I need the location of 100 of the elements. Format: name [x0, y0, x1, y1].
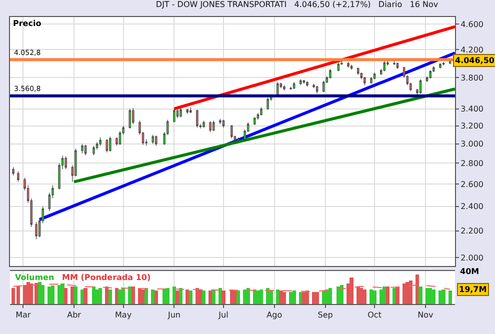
- bar: [442, 289, 446, 304]
- y-tick-label: 2.400: [460, 202, 484, 212]
- bar: [48, 286, 52, 304]
- bar: [243, 289, 247, 304]
- x-tick-label: Mar: [16, 310, 32, 320]
- candlestick: [132, 108, 134, 124]
- bar: [64, 288, 68, 304]
- bar: [108, 289, 112, 304]
- chart-title: DJT - DOW JONES TRANSPORTATI 4.046,50 (+2,17%) Diario 16 Nov: [156, 0, 438, 9]
- y-tick-label: 3.400: [460, 104, 484, 114]
- candlestick: [306, 81, 308, 87]
- candlestick: [329, 68, 332, 79]
- candlestick: [176, 109, 179, 118]
- bar: [151, 289, 155, 304]
- bar: [128, 286, 132, 304]
- candlestick: [373, 72, 376, 80]
- candlestick: [266, 97, 269, 110]
- bar: [105, 286, 109, 304]
- candlestick: [316, 86, 318, 94]
- candlestick: [196, 109, 198, 128]
- bar: [269, 290, 273, 304]
- bar: [131, 286, 135, 304]
- x-tick-label: Ago: [266, 310, 282, 320]
- bar: [98, 288, 102, 304]
- candlestick: [300, 78, 302, 86]
- x-tick-label: Sep: [318, 310, 333, 320]
- bar: [84, 288, 88, 304]
- y-tick-label: 3.200: [460, 122, 484, 131]
- candlestick: [357, 67, 360, 76]
- bar: [154, 290, 158, 304]
- bar: [279, 290, 283, 304]
- bar: [246, 288, 250, 304]
- candlestick: [393, 60, 396, 66]
- candlestick: [230, 124, 233, 139]
- candlestick: [64, 156, 67, 170]
- candlestick: [128, 108, 131, 129]
- bar: [336, 286, 340, 304]
- bar: [432, 289, 436, 304]
- bar: [198, 289, 202, 304]
- bar: [282, 292, 286, 304]
- x-tick-label: Nov: [418, 310, 434, 320]
- annotation: Volumen: [15, 273, 54, 282]
- y-tick-label: 3.000: [460, 140, 484, 149]
- bar: [233, 290, 237, 304]
- bar: [188, 290, 192, 304]
- candlestick: [383, 60, 386, 72]
- bar: [448, 290, 452, 304]
- candlestick: [429, 70, 432, 79]
- bar: [41, 284, 45, 304]
- candlestick: [347, 62, 350, 68]
- bar: [70, 286, 74, 304]
- bar: [288, 292, 293, 304]
- x-tick-label: May: [115, 310, 132, 320]
- candlestick: [254, 116, 256, 126]
- bar: [372, 290, 376, 304]
- bar: [50, 286, 54, 304]
- bar: [22, 284, 27, 304]
- candlestick: [190, 106, 192, 114]
- annotation: MM (Ponderada 10): [62, 273, 151, 282]
- candlestick: [106, 138, 108, 153]
- bar: [302, 292, 306, 304]
- bar: [362, 289, 366, 304]
- candlestick: [439, 63, 442, 69]
- candlestick: [222, 119, 225, 128]
- candlestick: [337, 62, 340, 72]
- candlestick: [322, 80, 325, 92]
- bar: [266, 288, 270, 304]
- bar: [340, 284, 344, 304]
- y-tick-label: 2.600: [460, 180, 484, 189]
- y-tick-label: 3.800: [460, 74, 484, 83]
- x-tick-label: Jul: [218, 310, 228, 320]
- candlestick: [99, 137, 102, 146]
- bar: [202, 290, 206, 304]
- candlestick: [260, 106, 262, 116]
- bar: [186, 289, 190, 304]
- bar: [122, 288, 126, 304]
- candlestick: [84, 144, 87, 156]
- bar: [305, 290, 310, 304]
- text: 40M: [460, 267, 480, 276]
- bar: [292, 290, 296, 304]
- bar: [315, 292, 319, 304]
- candlestick: [283, 84, 286, 91]
- bar: [418, 286, 422, 304]
- candlestick: [109, 136, 112, 152]
- candlestick: [186, 108, 188, 114]
- candlestick: [364, 76, 366, 86]
- bar: [178, 288, 183, 304]
- x-tick-label: Oct: [368, 310, 382, 320]
- bar: [236, 290, 240, 304]
- candlestick: [212, 120, 215, 132]
- candlestick: [350, 64, 353, 70]
- bar: [222, 290, 226, 304]
- y-tick-label: 2.800: [460, 159, 484, 168]
- bar: [328, 288, 332, 304]
- candlestick: [155, 135, 158, 146]
- candlestick: [370, 76, 372, 84]
- x-tick-label: Abr: [67, 310, 82, 320]
- bar: [141, 289, 145, 304]
- bar: [312, 292, 316, 304]
- bar: [386, 286, 390, 304]
